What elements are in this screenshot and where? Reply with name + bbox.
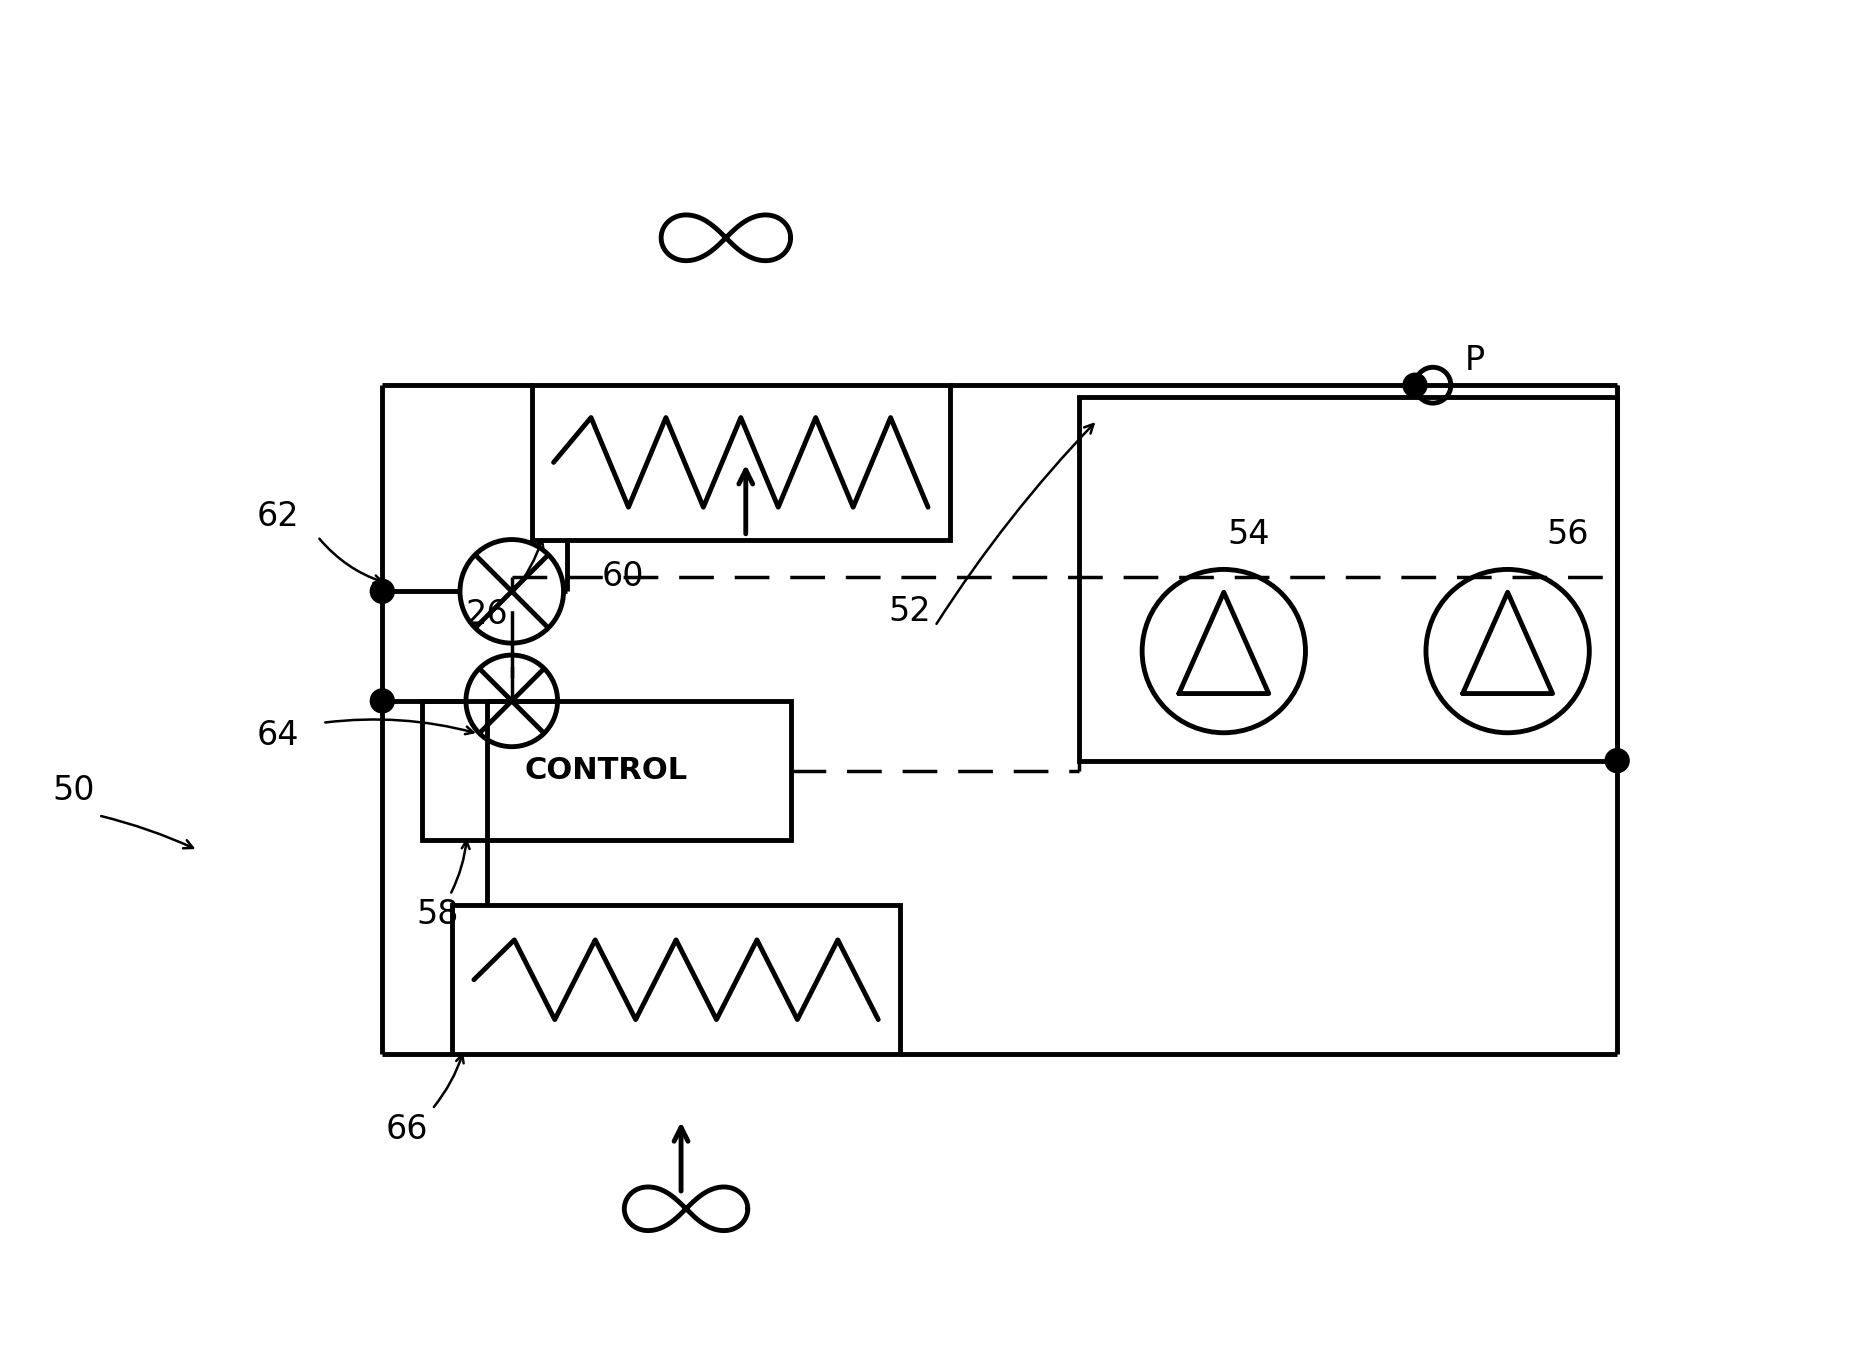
Circle shape [370,689,395,713]
Text: 54: 54 [1227,518,1270,551]
Text: 52: 52 [888,595,931,627]
Text: 50: 50 [52,774,95,808]
Bar [531,385,950,540]
Text: P: P [1464,343,1485,377]
Text: 62: 62 [256,501,299,533]
Text: 26: 26 [466,598,509,631]
Bar [1079,397,1618,760]
Text: 56: 56 [1546,518,1590,551]
Bar [423,701,791,840]
Text: 66: 66 [385,1113,428,1145]
Bar [453,905,899,1054]
Text: 60: 60 [602,560,645,592]
Text: 64: 64 [256,719,299,752]
Circle shape [1402,373,1427,397]
Text: CONTROL: CONTROL [525,756,688,785]
Text: 58: 58 [415,899,458,931]
Circle shape [370,579,395,603]
Circle shape [1604,748,1629,773]
